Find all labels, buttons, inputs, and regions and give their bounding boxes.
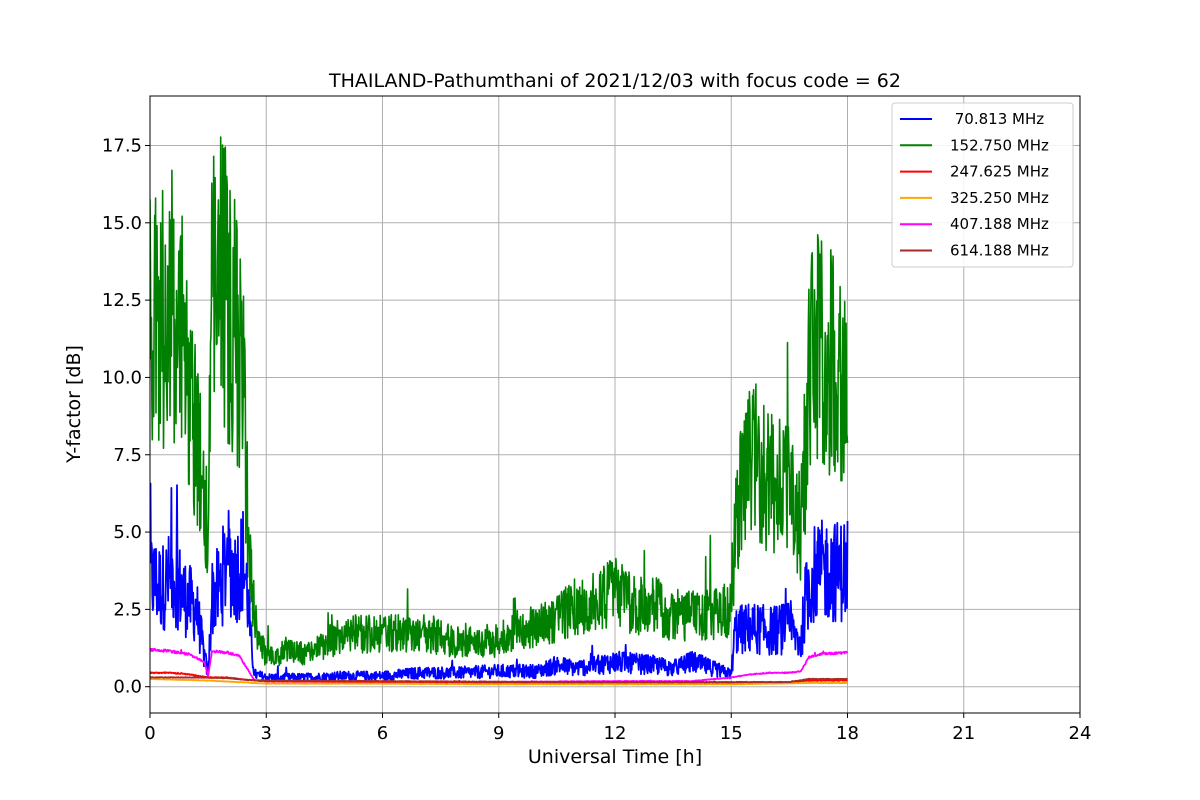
y-tick-label: 5.0	[113, 522, 142, 543]
legend-label: 614.188 MHz	[950, 242, 1049, 260]
x-tick-label: 12	[604, 723, 627, 744]
x-tick-label: 24	[1069, 723, 1092, 744]
x-tick-label: 18	[836, 723, 859, 744]
series-line	[150, 677, 848, 686]
legend-label: 247.625 MHz	[950, 163, 1049, 181]
y-axis-label: Y-factor [dB]	[63, 345, 85, 464]
x-tick-label: 9	[493, 723, 504, 744]
legend-label: 325.250 MHz	[950, 189, 1049, 207]
y-tick-label: 17.5	[102, 135, 142, 156]
y-tick-label: 2.5	[113, 599, 142, 620]
y-tick-label: 15.0	[102, 213, 142, 234]
x-tick-label: 21	[952, 723, 975, 744]
legend-label: 407.188 MHz	[950, 215, 1049, 233]
legend-label: 152.750 MHz	[950, 136, 1049, 154]
chart-title: THAILAND-Pathumthani of 2021/12/03 with …	[328, 70, 901, 92]
x-tick-label: 3	[261, 723, 272, 744]
y-tick-label: 10.0	[102, 367, 142, 388]
y-tick-label: 7.5	[113, 445, 142, 466]
y-tick-label: 12.5	[102, 290, 142, 311]
x-axis-label: Universal Time [h]	[528, 746, 702, 768]
x-tick-label: 15	[720, 723, 743, 744]
legend-box	[891, 102, 1074, 268]
y-axis: 0.0 2.5 5.0 7.5 10.0 12.5 15.0 17.5	[102, 135, 150, 698]
series-line	[150, 136, 849, 667]
plot-area	[150, 136, 849, 686]
legend: 70.813 MHz 152.750 MHz 247.625 MHz 325.250 …	[891, 102, 1074, 268]
legend-label: 70.813 MHz	[950, 110, 1044, 128]
x-axis: 0 3 6 9 12 15 18 21 24	[144, 713, 1091, 744]
x-tick-label: 0	[144, 723, 155, 744]
series-layer	[150, 136, 849, 686]
y-tick-label: 0.0	[113, 677, 142, 698]
x-tick-label: 6	[377, 723, 388, 744]
series-line	[150, 676, 848, 684]
